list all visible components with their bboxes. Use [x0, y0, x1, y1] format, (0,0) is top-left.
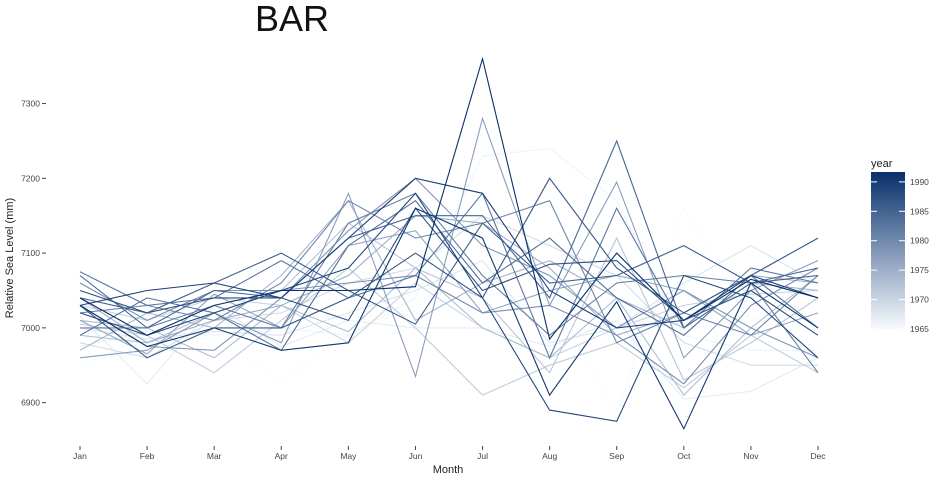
legend-tick-label-1965: 1965 [910, 324, 929, 334]
series-line-1966 [79, 147, 818, 351]
x-tick-label-apr: Apr [275, 451, 288, 461]
y-tick-label-7200: 7200 [21, 173, 40, 183]
series-layer [79, 56, 819, 431]
y-axis: 6900 7000 7100 7200 7300 [21, 99, 46, 408]
x-tick-label-jan: Jan [73, 451, 87, 461]
y-tick-label-7100: 7100 [21, 248, 40, 258]
series-line-1991 [79, 56, 819, 341]
x-tick-label-mar: Mar [207, 451, 222, 461]
x-tick-label-nov: Nov [743, 451, 759, 461]
legend-colorbar [871, 172, 905, 329]
x-tick-label-oct: Oct [677, 451, 691, 461]
series-line-1967 [79, 304, 819, 400]
y-tick-label-7300: 7300 [21, 99, 40, 109]
y-tick-label-6900: 6900 [21, 398, 40, 408]
legend-tick-label-1990: 1990 [910, 177, 929, 187]
series-line-1976 [79, 230, 819, 355]
chart-title: BAR [255, 0, 330, 39]
series-line-1965 [79, 206, 819, 416]
series-line-1988 [79, 192, 819, 422]
series-line-1990 [79, 207, 819, 431]
series-line-1985 [79, 222, 819, 325]
series-line-1979 [79, 267, 819, 385]
legend: year 1965 1970 1975 1980 1985 1990 [871, 158, 929, 334]
x-tick-label-jun: Jun [409, 451, 423, 461]
series-line-1971 [79, 267, 819, 396]
x-tick-label-aug: Aug [542, 451, 557, 461]
legend-tick-label-1980: 1980 [910, 236, 929, 246]
series-line-1980 [79, 199, 819, 344]
x-tick-label-sep: Sep [609, 451, 624, 461]
x-tick-label-feb: Feb [140, 451, 155, 461]
y-axis-label: Relative Sea Level (mm) [4, 198, 16, 318]
legend-tick-label-1985: 1985 [910, 206, 929, 216]
legend-tick-label-1975: 1975 [910, 265, 929, 275]
series-line-1970 [79, 282, 819, 359]
x-tick-label-may: May [340, 451, 357, 461]
series-line-1978 [79, 177, 819, 359]
series-line-1986 [79, 177, 819, 359]
series-line-1984 [79, 139, 819, 329]
x-tick-label-jul: Jul [477, 451, 488, 461]
series-line-1977 [79, 116, 819, 379]
x-tick-label-dec: Dec [810, 451, 826, 461]
x-axis-label: Month [433, 464, 464, 476]
legend-title: year [871, 158, 893, 170]
series-line-1973 [79, 267, 819, 396]
series-line-1982 [79, 192, 819, 360]
legend-tick-label-1970: 1970 [910, 295, 929, 305]
series-line-1987 [79, 207, 819, 336]
series-line-1969 [79, 215, 818, 366]
y-tick-label-7000: 7000 [21, 323, 40, 333]
legend-ticks: 1965 1970 1975 1980 1985 1990 [871, 177, 929, 334]
x-axis: Jan Feb Mar Apr May Jun Jul Aug Sep Oct Nov Dec [73, 446, 826, 461]
